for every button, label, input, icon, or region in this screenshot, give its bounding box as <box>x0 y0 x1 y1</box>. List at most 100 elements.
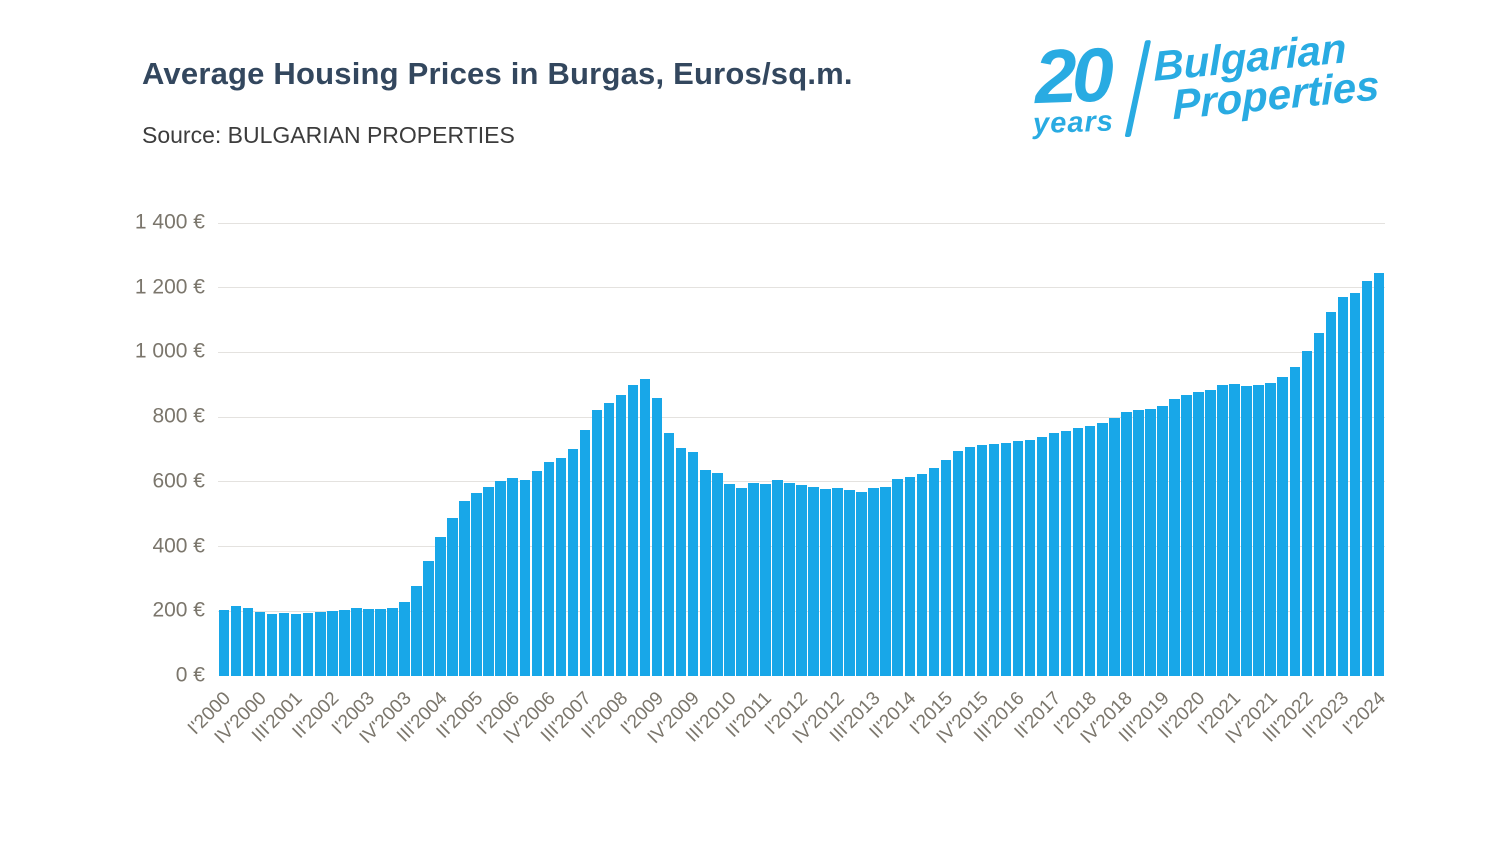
bar <box>351 608 362 676</box>
bar <box>327 610 338 676</box>
bar <box>675 447 687 676</box>
bar <box>976 445 988 676</box>
bar <box>363 609 374 676</box>
bar <box>1169 399 1180 676</box>
bar <box>1000 442 1012 676</box>
gridline <box>218 481 1385 483</box>
bar <box>1361 280 1373 676</box>
bar <box>519 480 531 676</box>
y-axis-label: 200 € <box>152 598 205 622</box>
bar <box>1109 418 1120 676</box>
bar <box>952 451 964 676</box>
bar <box>543 462 555 676</box>
bar <box>687 451 699 676</box>
bar <box>375 608 386 676</box>
bar <box>651 398 663 676</box>
bar <box>844 489 855 676</box>
bar <box>507 477 518 676</box>
bar <box>1265 383 1276 676</box>
bar <box>471 492 482 676</box>
bar <box>1181 394 1192 676</box>
bar <box>928 467 940 676</box>
gridline <box>218 351 1385 353</box>
bar <box>808 486 819 676</box>
bar <box>387 608 398 676</box>
bar <box>639 378 651 676</box>
bar <box>940 459 952 676</box>
bar <box>435 537 446 676</box>
y-axis-label: 400 € <box>152 534 205 558</box>
bar <box>964 446 976 676</box>
bar <box>760 484 771 676</box>
y-axis-label: 1 200 € <box>134 275 205 299</box>
bar <box>1229 384 1240 676</box>
bar <box>411 586 422 676</box>
logo-wordmark: Bulgarian Properties <box>1153 24 1380 128</box>
bar <box>1349 292 1361 676</box>
bar <box>290 614 302 676</box>
bar <box>1121 412 1132 676</box>
bar <box>1012 441 1024 676</box>
bar <box>1097 423 1108 676</box>
plot-area: 0 € 200 € 400 € 600 € 800 € 1 000 € 1 200 € 1 4… <box>135 211 1390 748</box>
bar <box>579 430 591 676</box>
bar <box>314 611 326 676</box>
bar <box>254 612 266 676</box>
bar <box>796 485 807 676</box>
bar <box>230 606 242 676</box>
bar <box>1337 297 1349 676</box>
bar <box>699 469 711 676</box>
bar <box>459 501 470 676</box>
bar <box>278 612 290 676</box>
y-axis-label: 1 000 € <box>134 339 205 363</box>
bar <box>988 444 1000 676</box>
bar <box>1157 406 1168 676</box>
y-axis-label: 800 € <box>152 404 205 428</box>
y-axis-label: 600 € <box>152 469 205 493</box>
bar <box>531 471 543 676</box>
gridline <box>218 416 1385 418</box>
bar <box>820 488 831 676</box>
bar <box>1205 389 1216 676</box>
bar <box>423 560 434 676</box>
bar <box>748 483 759 676</box>
bar <box>712 473 723 676</box>
bar <box>555 457 567 676</box>
bar <box>218 609 230 676</box>
bar <box>784 483 795 676</box>
gridline <box>218 222 1385 224</box>
bar <box>447 518 458 676</box>
bar <box>1084 425 1096 676</box>
bar <box>242 608 254 676</box>
bar <box>1289 367 1301 676</box>
bar <box>1277 377 1288 676</box>
bar <box>663 432 675 676</box>
bar <box>1145 409 1156 676</box>
bar <box>736 488 747 676</box>
bar <box>591 410 603 676</box>
bar <box>892 479 903 676</box>
bar <box>1217 384 1228 676</box>
bar <box>399 601 410 676</box>
bar <box>339 610 350 676</box>
bar <box>603 403 615 676</box>
y-axis-label: 1 400 € <box>134 210 205 234</box>
bar <box>1301 351 1313 676</box>
bar <box>1241 385 1252 676</box>
source-label: Source: BULGARIAN PROPERTIES <box>142 122 515 148</box>
bar <box>1373 273 1385 676</box>
bar <box>868 488 879 676</box>
bar <box>615 394 627 676</box>
chart-title: Average Housing Prices in Burgas, Euros/… <box>142 56 853 91</box>
bar <box>904 477 916 676</box>
bar <box>772 479 783 676</box>
y-axis-label: 0 € <box>175 663 205 687</box>
brand-logo: 20 years Bulgarian Properties <box>1030 24 1394 152</box>
bar <box>1072 428 1084 676</box>
logo-slash-icon <box>1124 40 1152 138</box>
bar <box>832 488 843 676</box>
logo-years-label: years <box>1032 105 1115 141</box>
bar <box>1133 410 1144 676</box>
bar <box>1036 437 1048 676</box>
